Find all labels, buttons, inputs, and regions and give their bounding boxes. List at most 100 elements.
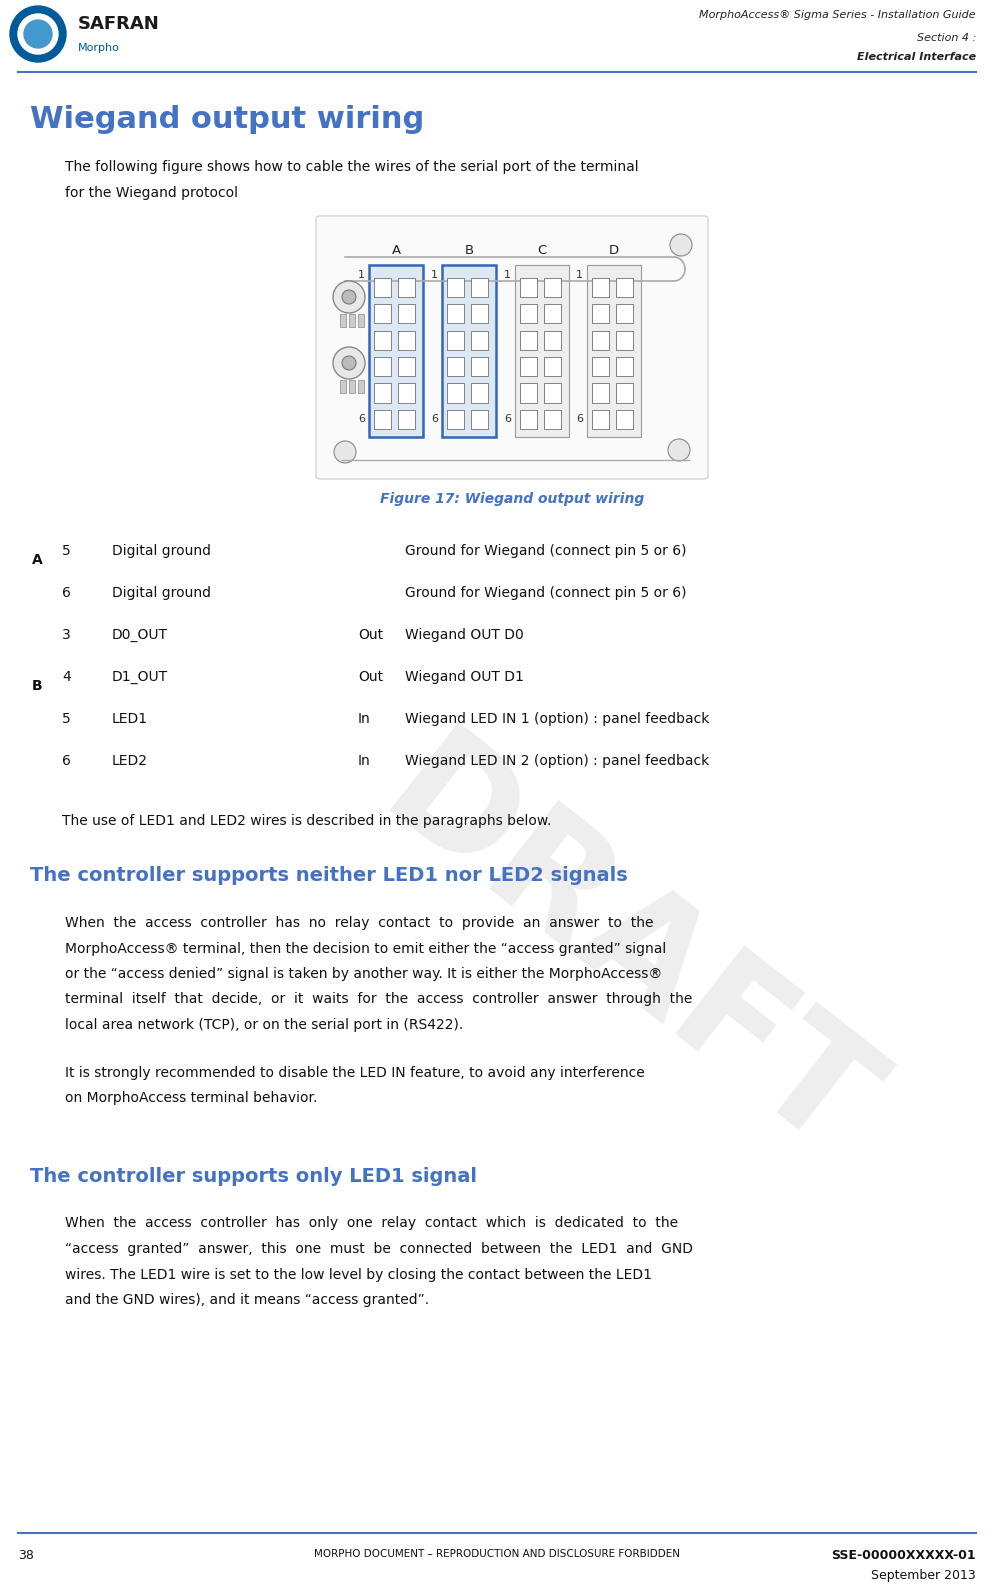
Bar bbox=[374, 330, 391, 349]
Bar bbox=[398, 409, 415, 428]
Bar bbox=[587, 265, 641, 436]
Bar bbox=[592, 357, 609, 376]
Circle shape bbox=[342, 290, 356, 305]
Bar bbox=[358, 314, 364, 327]
Text: Wiegand output wiring: Wiegand output wiring bbox=[30, 105, 424, 133]
Text: 5: 5 bbox=[62, 544, 71, 559]
Text: 1: 1 bbox=[504, 270, 511, 279]
Text: terminal  itself  that  decide,  or  it  waits  for  the  access  controller  an: terminal itself that decide, or it waits… bbox=[65, 992, 693, 1006]
Bar bbox=[398, 305, 415, 324]
Circle shape bbox=[334, 441, 356, 463]
Bar bbox=[340, 379, 346, 394]
Text: Ground for Wiegand (connect pin 5 or 6): Ground for Wiegand (connect pin 5 or 6) bbox=[405, 586, 687, 600]
Bar bbox=[544, 357, 561, 376]
Bar bbox=[447, 409, 464, 428]
Text: Ground for Wiegand (connect pin 5 or 6): Ground for Wiegand (connect pin 5 or 6) bbox=[405, 544, 687, 559]
Circle shape bbox=[333, 348, 365, 379]
Bar bbox=[520, 305, 537, 324]
Text: 38: 38 bbox=[18, 1549, 34, 1562]
Text: Wiegand OUT D1: Wiegand OUT D1 bbox=[405, 670, 524, 684]
Text: wires. The LED1 wire is set to the low level by closing the contact between the : wires. The LED1 wire is set to the low l… bbox=[65, 1268, 652, 1281]
Text: DRAFT: DRAFT bbox=[355, 717, 898, 1187]
Text: September 2013: September 2013 bbox=[872, 1570, 976, 1582]
Bar bbox=[616, 357, 633, 376]
Text: Digital ground: Digital ground bbox=[112, 586, 211, 600]
Bar bbox=[447, 278, 464, 297]
Text: 6: 6 bbox=[358, 414, 365, 424]
FancyBboxPatch shape bbox=[316, 216, 708, 479]
Text: The controller supports only LED1 signal: The controller supports only LED1 signal bbox=[30, 1166, 477, 1185]
Bar bbox=[349, 379, 355, 394]
Text: SSE-00000XXXXX-01: SSE-00000XXXXX-01 bbox=[831, 1549, 976, 1562]
Text: Wiegand LED IN 1 (option) : panel feedback: Wiegand LED IN 1 (option) : panel feedba… bbox=[405, 713, 710, 725]
Text: The controller supports neither LED1 nor LED2 signals: The controller supports neither LED1 nor… bbox=[30, 867, 628, 886]
Text: Out: Out bbox=[358, 628, 383, 643]
Bar bbox=[592, 278, 609, 297]
Text: and the GND wires), and it means “access granted”.: and the GND wires), and it means “access… bbox=[65, 1293, 429, 1308]
Text: It is strongly recommended to disable the LED IN feature, to avoid any interfere: It is strongly recommended to disable th… bbox=[65, 1065, 645, 1079]
Bar bbox=[374, 305, 391, 324]
Text: 6: 6 bbox=[431, 414, 438, 424]
Text: A: A bbox=[32, 552, 43, 567]
Bar bbox=[471, 357, 488, 376]
Text: 6: 6 bbox=[576, 414, 583, 424]
Bar bbox=[374, 357, 391, 376]
Text: “access  granted”  answer,  this  one  must  be  connected  between  the  LED1  : “access granted” answer, this one must b… bbox=[65, 1243, 693, 1255]
Bar bbox=[520, 357, 537, 376]
Bar bbox=[616, 305, 633, 324]
Text: B: B bbox=[464, 244, 473, 257]
Bar bbox=[520, 409, 537, 428]
Bar bbox=[369, 265, 423, 436]
Text: 5: 5 bbox=[62, 713, 71, 725]
Bar bbox=[442, 265, 496, 436]
Text: 4: 4 bbox=[62, 670, 71, 684]
Bar bbox=[592, 384, 609, 403]
Text: or the “access denied” signal is taken by another way. It is either the MorphoAc: or the “access denied” signal is taken b… bbox=[65, 966, 662, 981]
Text: LED2: LED2 bbox=[112, 754, 148, 768]
Text: on MorphoAccess terminal behavior.: on MorphoAccess terminal behavior. bbox=[65, 1090, 317, 1105]
Text: The use of LED1 and LED2 wires is described in the paragraphs below.: The use of LED1 and LED2 wires is descri… bbox=[62, 814, 552, 828]
Bar bbox=[471, 278, 488, 297]
Circle shape bbox=[668, 440, 690, 460]
Text: C: C bbox=[538, 244, 547, 257]
Text: Electrical Interface: Electrical Interface bbox=[857, 52, 976, 62]
Text: In: In bbox=[358, 754, 371, 768]
Bar bbox=[398, 330, 415, 349]
Bar bbox=[447, 305, 464, 324]
Bar bbox=[471, 330, 488, 349]
Text: D0_OUT: D0_OUT bbox=[112, 628, 168, 643]
Text: local area network (TCP), or on the serial port in (RS422).: local area network (TCP), or on the seri… bbox=[65, 1017, 463, 1032]
Bar bbox=[515, 265, 569, 436]
Text: Digital ground: Digital ground bbox=[112, 544, 211, 559]
Bar bbox=[520, 278, 537, 297]
Bar bbox=[544, 409, 561, 428]
Bar bbox=[592, 409, 609, 428]
Text: SAFRAN: SAFRAN bbox=[78, 14, 160, 33]
Text: Out: Out bbox=[358, 670, 383, 684]
Bar bbox=[544, 330, 561, 349]
Bar bbox=[349, 314, 355, 327]
Text: 6: 6 bbox=[62, 754, 71, 768]
Bar bbox=[520, 384, 537, 403]
Text: A: A bbox=[392, 244, 401, 257]
Bar bbox=[544, 384, 561, 403]
Text: 6: 6 bbox=[504, 414, 511, 424]
Bar bbox=[616, 409, 633, 428]
Text: B: B bbox=[32, 679, 43, 694]
Text: MorphoAccess® terminal, then the decision to emit either the “access granted” si: MorphoAccess® terminal, then the decisio… bbox=[65, 941, 666, 955]
Bar bbox=[447, 384, 464, 403]
Text: 3: 3 bbox=[62, 628, 71, 643]
Text: The following figure shows how to cable the wires of the serial port of the term: The following figure shows how to cable … bbox=[65, 160, 638, 175]
Text: Section 4 :: Section 4 : bbox=[916, 33, 976, 43]
Text: When  the  access  controller  has  no  relay  contact  to  provide  an  answer : When the access controller has no relay … bbox=[65, 916, 653, 930]
Bar bbox=[544, 305, 561, 324]
Bar bbox=[447, 330, 464, 349]
Bar bbox=[374, 409, 391, 428]
Circle shape bbox=[670, 233, 692, 256]
Circle shape bbox=[10, 6, 66, 62]
Bar bbox=[447, 357, 464, 376]
Bar bbox=[471, 409, 488, 428]
Bar bbox=[616, 330, 633, 349]
Bar bbox=[398, 357, 415, 376]
Circle shape bbox=[24, 21, 52, 48]
